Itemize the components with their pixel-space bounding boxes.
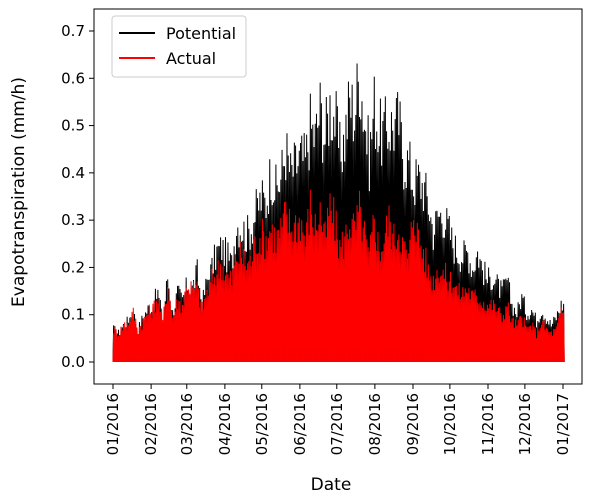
x-tick-label: 06/2016: [291, 393, 309, 455]
y-tick-label: 0.7: [61, 22, 85, 40]
legend-box: [111, 15, 247, 78]
x-tick-label: 04/2016: [216, 393, 234, 455]
x-tick-label: 08/2016: [366, 393, 384, 455]
series-layer: [112, 63, 565, 363]
series-actual-line: [112, 190, 565, 363]
y-tick-label: 0.1: [61, 306, 85, 324]
legend-label-potential: Potential: [166, 24, 236, 43]
y-tick-label: 0.6: [61, 69, 85, 87]
plot-frame: [93, 8, 583, 385]
x-axis: 01/2016 02/2016 03/2016 04/2016 05/2016 06/20…: [104, 384, 572, 455]
y-tick-label: 0.2: [61, 258, 85, 276]
y-tick-label: 0.3: [61, 211, 85, 229]
x-tick-label: 05/2016: [253, 393, 271, 455]
x-axis-label: Date: [311, 475, 352, 495]
legend-label-actual: Actual: [166, 49, 216, 68]
x-tick-label: 12/2016: [516, 393, 534, 455]
x-tick-label: 03/2016: [178, 393, 196, 455]
x-tick-label: 01/2017: [554, 393, 572, 455]
y-tick-label: 0.0: [61, 353, 85, 371]
legend: Potential Actual: [111, 15, 247, 78]
y-tick-label: 0.5: [61, 117, 85, 135]
x-tick-label: 02/2016: [142, 393, 160, 455]
y-axis-label: Evapotranspiration (mm/h): [9, 77, 29, 307]
x-tick-label: 10/2016: [441, 393, 459, 455]
x-tick-label: 09/2016: [404, 393, 422, 455]
y-axis: 0.0 0.1 0.2 0.3 0.4 0.5 0.6 0.7: [61, 22, 94, 371]
x-tick-label: 07/2016: [328, 393, 346, 455]
y-tick-label: 0.4: [61, 164, 85, 182]
x-tick-label: 01/2016: [104, 393, 122, 455]
x-tick-label: 11/2016: [479, 393, 497, 455]
